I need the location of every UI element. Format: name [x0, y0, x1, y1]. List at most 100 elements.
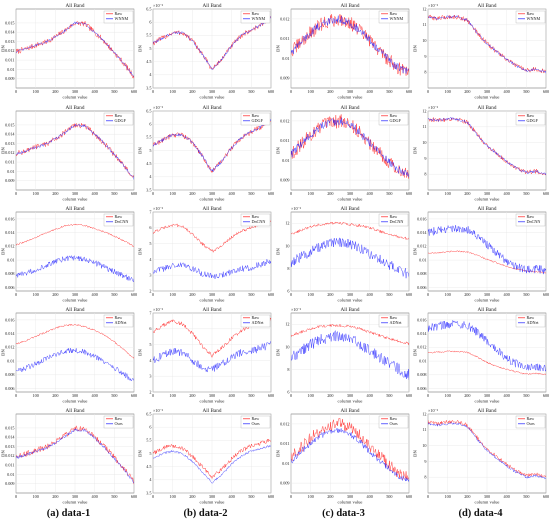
- y-tick-label: 0.013: [5, 444, 14, 449]
- x-tick-label: 500: [386, 191, 392, 196]
- y-tick-label: 0.015: [5, 425, 14, 430]
- x-tick-label: 300: [72, 89, 78, 94]
- legend-label: Raw: [115, 214, 123, 219]
- y-tick-label: 4: [149, 72, 152, 77]
- x-tick-label: 300: [484, 494, 490, 499]
- axis-multiplier: ×10⁻³: [153, 3, 164, 8]
- x-tick-label: 500: [111, 393, 117, 398]
- series-line-adnet: [291, 330, 409, 380]
- y-tick-label: 0.016: [417, 216, 426, 221]
- y-tick-label: 12: [422, 6, 426, 11]
- y-tick-label: 0.01: [282, 56, 289, 61]
- x-tick-label: 0: [427, 494, 429, 499]
- y-tick-label: 0.011: [280, 36, 289, 41]
- x-tick-label: 200: [52, 292, 58, 297]
- y-axis-label: DN: [276, 450, 281, 457]
- y-tick-label: 0.016: [417, 317, 426, 322]
- series-line-raw: [16, 323, 134, 359]
- x-tick-label: 400: [367, 191, 373, 196]
- chart-panel-r0c1: All Band ×10⁻³ 0 100 200 300 400 500 600 3.5 4 4.5 5…: [138, 3, 275, 100]
- chart-panel-r1c3: All Band ×10⁻³ 0 100 200 300 400 500 600 8 9 10 11 12…: [413, 105, 550, 202]
- x-tick-label: 600: [131, 393, 137, 398]
- y-axis-label: DN: [138, 147, 143, 154]
- y-tick-label: 6: [287, 389, 289, 394]
- y-tick-label: 0.016: [5, 216, 14, 221]
- x-tick-label: 200: [189, 292, 195, 297]
- x-tick-label: 400: [92, 292, 98, 297]
- series-line-raw: [291, 323, 409, 346]
- series-line-gdgf: [153, 119, 271, 172]
- x-tick-label: 400: [504, 494, 510, 499]
- chart-panel-r0c0: All Band 0 100 200 300 400 500 600 0.009 0.01 0.01…: [1, 3, 138, 100]
- y-tick-label: 0.011: [280, 441, 289, 446]
- y-axis-label: DN: [276, 147, 281, 154]
- y-axis-label: DN: [276, 248, 281, 255]
- x-tick-label: 200: [327, 494, 333, 499]
- x-tick-label: 300: [484, 292, 490, 297]
- y-axis-label: DN: [1, 45, 6, 52]
- x-tick-label: 0: [15, 292, 17, 297]
- y-tick-label: 0.01: [282, 461, 289, 466]
- y-tick-label: 12: [285, 221, 289, 226]
- y-tick-label: 0.006: [5, 285, 14, 290]
- x-tick-label: 100: [445, 191, 451, 196]
- x-tick-label: 600: [268, 191, 274, 196]
- series-line-ours: [291, 427, 409, 483]
- x-tick-label: 600: [131, 191, 137, 196]
- series-line-raw: [428, 14, 546, 74]
- y-tick-label: 0.01: [419, 257, 426, 262]
- x-tick-label: 500: [386, 494, 392, 499]
- x-tick-label: 100: [308, 191, 314, 196]
- x-tick-label: 200: [327, 89, 333, 94]
- axis-multiplier: ×10⁻³: [428, 408, 439, 413]
- x-tick-label: 500: [386, 89, 392, 94]
- y-tick-label: 4.5: [146, 161, 151, 166]
- x-tick-label: 600: [406, 494, 412, 499]
- x-tick-label: 600: [406, 292, 412, 297]
- legend-label: Ours: [527, 421, 536, 426]
- x-tick-label: 300: [72, 393, 78, 398]
- legend-label: GDGF: [527, 118, 539, 123]
- y-tick-label: 0.015: [5, 122, 14, 127]
- caption-data-2: (b) data-2: [183, 508, 228, 519]
- chart-panel-r3c3: All Band 0 100 200 300 400 500 600 0.006 0.008 0.0…: [413, 307, 550, 404]
- y-tick-label: 0.012: [280, 118, 289, 123]
- chart-panel-r2c2: All Band ×10⁻³ 0 100 200 300 400 500 600 6 8 10 12 co…: [276, 206, 413, 303]
- series-line-gdgf: [291, 117, 409, 178]
- x-tick-label: 100: [33, 89, 39, 94]
- x-tick-label: 300: [347, 292, 353, 297]
- y-tick-label: 0.01: [7, 257, 14, 262]
- series-line-raw: [291, 14, 409, 76]
- x-tick-label: 300: [209, 494, 215, 499]
- x-tick-label: 500: [523, 292, 529, 297]
- legend-label: WNNM: [390, 16, 404, 21]
- series-line-raw: [153, 438, 271, 480]
- x-tick-label: 100: [308, 89, 314, 94]
- legend-label: Raw: [252, 315, 260, 320]
- chart-title: All Band: [66, 3, 85, 9]
- legend-label: WNNM: [252, 16, 266, 21]
- y-tick-label: 0.01: [7, 358, 14, 363]
- chart-panel-r2c1: All Band ×10⁻³ 0 100 200 300 400 500 600 2 3 4 5 6 7 co…: [138, 206, 275, 303]
- y-tick-label: 0.014: [5, 435, 15, 440]
- y-axis-label: DN: [1, 450, 6, 457]
- x-tick-label: 100: [170, 393, 176, 398]
- y-tick-label: 0.012: [417, 244, 426, 249]
- x-tick-label: 600: [268, 292, 274, 297]
- x-tick-label: 200: [189, 393, 195, 398]
- y-tick-label: 3: [149, 273, 151, 278]
- chart-title: All Band: [478, 3, 497, 9]
- x-tick-label: 100: [33, 393, 39, 398]
- series-line-wnnm: [153, 16, 271, 70]
- y-axis-label: DN: [138, 450, 143, 457]
- chart-title: All Band: [66, 206, 85, 212]
- y-tick-label: 4: [149, 358, 152, 363]
- y-tick-label: 6: [149, 122, 151, 127]
- chart-panel-r4c2: All Band 0 100 200 300 400 500 600 0.009 0.01 0.01…: [276, 408, 413, 505]
- x-tick-label: 500: [523, 393, 529, 398]
- x-tick-label: 100: [33, 494, 39, 499]
- x-tick-label: 100: [33, 191, 39, 196]
- x-tick-label: 500: [386, 393, 392, 398]
- y-tick-label: 0.016: [5, 317, 14, 322]
- x-tick-label: 600: [406, 89, 412, 94]
